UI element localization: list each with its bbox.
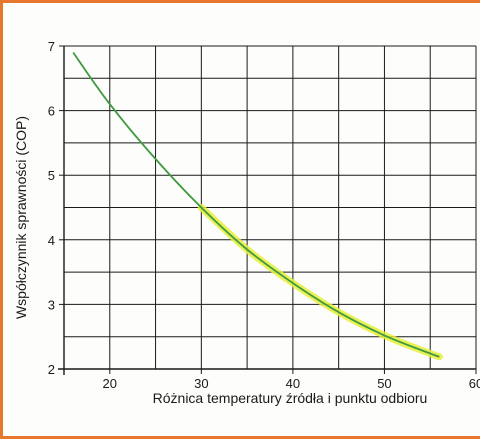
y-tick-label: 5 [48, 168, 55, 183]
x-tick-label: 50 [377, 376, 391, 391]
y-tick-label: 3 [48, 297, 55, 312]
y-tick-label: 4 [48, 233, 55, 248]
y-tick-label: 2 [48, 362, 55, 377]
y-tick-label: 7 [48, 39, 55, 54]
tick-labels: 20 30 40 50 60 2 3 4 5 6 7 [48, 39, 480, 391]
curve [72, 51, 443, 361]
x-axis-title: Różnica temperatury źródła i punktu odbi… [153, 390, 428, 406]
x-tick-label: 40 [286, 376, 300, 391]
x-tick-label: 20 [103, 376, 117, 391]
x-tick-label: 60 [469, 376, 480, 391]
cop-curve [72, 51, 440, 358]
grid [64, 45, 477, 369]
curve-highlight [197, 204, 443, 361]
x-tick-label: 30 [194, 376, 208, 391]
axes [58, 45, 477, 375]
y-axis-title: Współczynnik sprawności (COP) [13, 116, 29, 319]
y-tick-label: 6 [48, 104, 55, 119]
